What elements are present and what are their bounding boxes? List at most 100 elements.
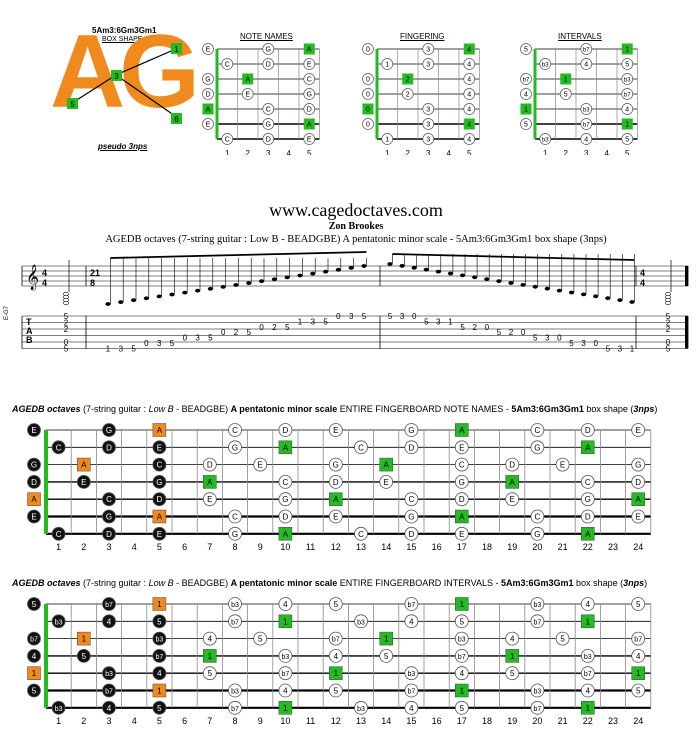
svg-text:1: 1 xyxy=(625,122,629,129)
mini-title-intervals: INTERVALS xyxy=(558,32,602,41)
svg-text:C: C xyxy=(358,530,364,539)
svg-text:4: 4 xyxy=(409,617,414,626)
board2-title-e: A pentatonic minor scale xyxy=(230,578,338,588)
note-marker: 5 xyxy=(27,597,41,611)
svg-text:b3: b3 xyxy=(156,637,164,644)
mini-note: 0 xyxy=(362,43,374,55)
mini-title-fingering: FINGERING xyxy=(400,32,445,41)
svg-text:5: 5 xyxy=(560,635,565,644)
note-marker: 1 xyxy=(505,649,519,663)
svg-text:4: 4 xyxy=(625,107,629,114)
time-sig-den: 4 xyxy=(42,278,47,288)
note-marker: G xyxy=(580,492,595,507)
note-marker: b3 xyxy=(51,614,66,629)
svg-text:D: D xyxy=(157,495,163,504)
mini-note: 4 xyxy=(463,133,476,145)
note-marker: 1 xyxy=(152,683,167,698)
svg-text:G: G xyxy=(459,478,465,487)
svg-text:A: A xyxy=(510,478,516,487)
mini-note: 1 xyxy=(621,43,633,55)
note-marker: b7 xyxy=(530,700,545,715)
mini-note: b7 xyxy=(520,73,532,85)
svg-text:A: A xyxy=(585,443,591,452)
board1-title-j: ) xyxy=(654,404,658,414)
svg-text:E: E xyxy=(510,495,515,504)
note-marker: 1 xyxy=(379,631,393,646)
run2-note xyxy=(399,264,405,268)
note-marker: D xyxy=(631,475,646,489)
mini-fret-number: 4 xyxy=(447,149,452,155)
note-marker: 4 xyxy=(27,649,41,663)
run1-note xyxy=(207,286,213,291)
svg-text:b7: b7 xyxy=(583,48,590,54)
svg-text:b3: b3 xyxy=(105,671,113,678)
svg-text:b7: b7 xyxy=(231,706,239,713)
note-marker: E xyxy=(505,492,520,507)
fret-number: 15 xyxy=(406,542,416,552)
mini-note: 4 xyxy=(463,88,476,100)
tab-start-fret: 2 xyxy=(64,325,69,334)
note-marker: 4 xyxy=(505,631,520,646)
tab-run1-fret: 1 xyxy=(298,317,303,326)
tab-run2-fret: 2 xyxy=(509,328,514,337)
mini-note: 1 xyxy=(621,118,633,130)
time-end-num: 4 xyxy=(640,268,645,278)
svg-text:1: 1 xyxy=(385,62,389,69)
note-marker: 1 xyxy=(455,683,469,698)
shape-code: 5Am3:6Gm3Gm1 xyxy=(92,26,157,35)
note-marker: b3 xyxy=(228,683,242,698)
note-marker: D xyxy=(278,423,293,437)
note-marker: A xyxy=(631,492,645,506)
fret-number: 21 xyxy=(558,542,568,552)
svg-text:4: 4 xyxy=(283,600,288,609)
chord-note xyxy=(665,300,671,306)
tab-run2-fret: 1 xyxy=(630,344,635,353)
svg-text:b7: b7 xyxy=(156,654,164,661)
svg-text:C: C xyxy=(358,443,364,452)
run2-note xyxy=(411,265,417,270)
note-marker: b7 xyxy=(328,631,343,646)
fret-number: 1 xyxy=(56,542,61,552)
mini-fret-number: 3 xyxy=(266,149,271,155)
board2-title-i: 3nps xyxy=(623,578,645,588)
mini-note: 0 xyxy=(362,118,374,130)
mini-fret-number: 4 xyxy=(287,149,292,155)
run1-note xyxy=(156,294,162,299)
svg-text:C: C xyxy=(225,62,230,69)
tab-run2-fret: 5 xyxy=(424,317,429,326)
board1-title-i: 3nps xyxy=(633,404,655,414)
note-marker: b3 xyxy=(51,700,66,715)
note-marker: 5 xyxy=(76,649,91,663)
svg-text:E: E xyxy=(307,137,312,144)
svg-text:b7: b7 xyxy=(534,706,542,713)
note-marker: 5 xyxy=(328,597,343,611)
svg-text:C: C xyxy=(535,426,541,435)
tab-run2-fret: 5 xyxy=(497,328,502,337)
svg-text:E: E xyxy=(245,92,250,99)
svg-text:E: E xyxy=(31,513,36,522)
run2-note xyxy=(629,300,635,304)
mini-note: A xyxy=(202,103,214,115)
note-marker: 5 xyxy=(631,683,646,698)
svg-text:5: 5 xyxy=(636,600,641,609)
fret-number: 14 xyxy=(381,716,391,726)
note-marker: A xyxy=(455,509,469,524)
board2-title-g: 5Am3:6Gm3Gm1 xyxy=(501,578,574,588)
note-marker: C xyxy=(102,492,116,507)
logo-markers: 1 3 5 6 xyxy=(67,43,182,124)
note-marker: b7 xyxy=(228,700,242,715)
mini-note: 4 xyxy=(520,88,532,100)
note-marker: 4 xyxy=(102,614,116,629)
fret-number: 14 xyxy=(381,542,391,552)
svg-text:E: E xyxy=(459,530,464,539)
svg-text:4: 4 xyxy=(584,62,588,69)
svg-text:b7: b7 xyxy=(282,671,290,678)
run1-note xyxy=(297,273,303,278)
note-marker: 1 xyxy=(581,614,595,629)
mini-note: D xyxy=(262,133,275,145)
fret-number: 19 xyxy=(507,716,517,726)
note-marker: A xyxy=(27,492,41,506)
run1-note xyxy=(182,290,188,295)
mini-note: E xyxy=(202,43,214,55)
